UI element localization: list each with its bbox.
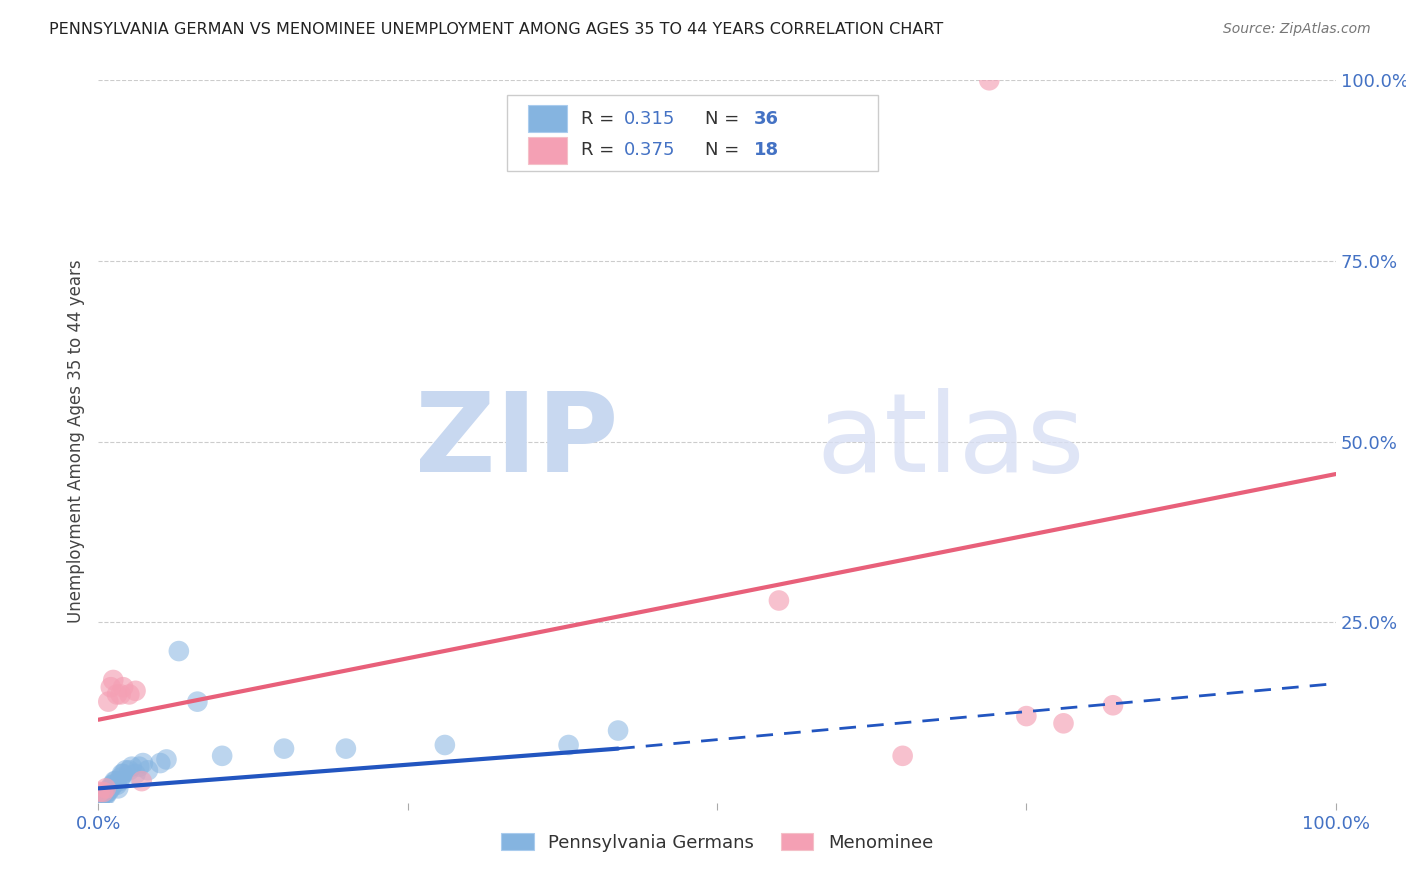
Text: Source: ZipAtlas.com: Source: ZipAtlas.com	[1223, 22, 1371, 37]
Point	[89, 792, 111, 806]
Point	[105, 687, 128, 701]
Point	[131, 774, 153, 789]
FancyBboxPatch shape	[527, 136, 568, 164]
Point	[132, 756, 155, 770]
Text: R =: R =	[581, 110, 620, 128]
Point	[94, 781, 117, 796]
Point	[100, 680, 122, 694]
Point	[186, 695, 208, 709]
Point	[979, 73, 1001, 87]
Text: ZIP: ZIP	[415, 388, 619, 495]
Point	[112, 680, 135, 694]
Point	[96, 785, 118, 799]
Point	[149, 756, 172, 770]
Point	[93, 785, 115, 799]
Point	[104, 774, 127, 789]
Point	[1015, 709, 1038, 723]
Point	[90, 790, 112, 805]
Point	[97, 695, 120, 709]
Point	[128, 760, 150, 774]
Point	[94, 789, 117, 803]
Point	[107, 781, 129, 796]
Point	[112, 767, 135, 781]
Point	[114, 764, 136, 778]
Text: 0.375: 0.375	[624, 141, 676, 160]
Point	[335, 741, 357, 756]
Point	[136, 764, 159, 778]
Point	[433, 738, 456, 752]
Point	[103, 774, 125, 789]
Point	[1052, 716, 1074, 731]
Point	[607, 723, 630, 738]
Point	[101, 778, 124, 792]
Point	[91, 789, 114, 803]
Y-axis label: Unemployment Among Ages 35 to 44 years: Unemployment Among Ages 35 to 44 years	[66, 260, 84, 624]
Point	[108, 774, 131, 789]
Point	[110, 687, 132, 701]
Point	[100, 781, 122, 796]
Point	[891, 748, 914, 763]
Text: N =: N =	[704, 110, 745, 128]
Point	[93, 789, 115, 803]
Legend: Pennsylvania Germans, Menominee: Pennsylvania Germans, Menominee	[494, 826, 941, 859]
Point	[89, 785, 111, 799]
Point	[121, 760, 143, 774]
Text: 36: 36	[754, 110, 779, 128]
Point	[110, 771, 132, 785]
FancyBboxPatch shape	[527, 105, 568, 132]
Point	[211, 748, 233, 763]
Point	[111, 767, 134, 781]
Point	[155, 752, 177, 766]
Point	[167, 644, 190, 658]
Point	[273, 741, 295, 756]
Point	[103, 673, 125, 687]
Point	[1102, 698, 1125, 713]
Text: PENNSYLVANIA GERMAN VS MENOMINEE UNEMPLOYMENT AMONG AGES 35 TO 44 YEARS CORRELAT: PENNSYLVANIA GERMAN VS MENOMINEE UNEMPLO…	[49, 22, 943, 37]
Text: 18: 18	[754, 141, 779, 160]
Point	[103, 778, 125, 792]
Text: N =: N =	[704, 141, 745, 160]
Text: 0.315: 0.315	[624, 110, 676, 128]
Point	[124, 767, 146, 781]
Point	[98, 781, 121, 796]
FancyBboxPatch shape	[506, 95, 877, 170]
Point	[124, 683, 146, 698]
Point	[118, 764, 141, 778]
Point	[97, 785, 120, 799]
Point	[557, 738, 579, 752]
Text: R =: R =	[581, 141, 620, 160]
Point	[105, 778, 128, 792]
Point	[118, 687, 141, 701]
Text: atlas: atlas	[815, 388, 1084, 495]
Point	[768, 593, 790, 607]
